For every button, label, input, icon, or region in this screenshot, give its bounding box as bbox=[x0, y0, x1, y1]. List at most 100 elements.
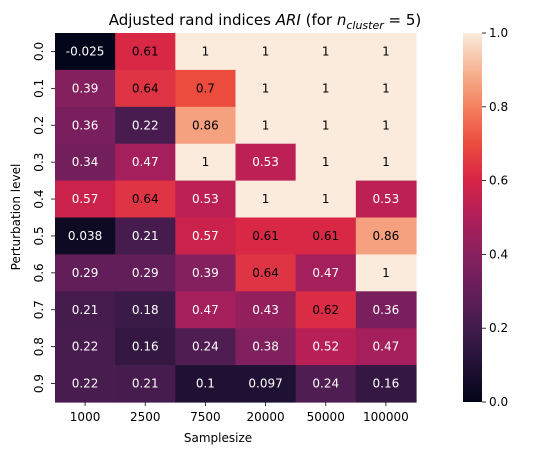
cell-value-label: 1 bbox=[382, 155, 390, 169]
y-tick-label: 0.3 bbox=[32, 153, 46, 172]
cell-value-label: 0.16 bbox=[132, 340, 159, 354]
cell-value-label: 0.53 bbox=[373, 192, 400, 206]
heatmap-cell bbox=[235, 69, 297, 108]
heatmap-cell bbox=[55, 33, 116, 71]
heatmap-cell bbox=[235, 33, 297, 71]
cell-value-label: 0.22 bbox=[132, 118, 159, 132]
cell-value-label: 0.64 bbox=[252, 266, 279, 280]
heatmap-cell bbox=[175, 33, 237, 71]
heatmap-cell bbox=[355, 217, 417, 255]
cell-value-label: 0.43 bbox=[252, 303, 279, 317]
cell-value-label: 0.53 bbox=[192, 192, 219, 206]
x-tick-label: 20000 bbox=[246, 410, 284, 424]
heatmap-cell bbox=[295, 365, 357, 403]
y-tick-label: 0.6 bbox=[32, 263, 46, 282]
cell-value-label: 1 bbox=[322, 81, 330, 95]
cell-value-label: 0.47 bbox=[192, 303, 219, 317]
y-axis-ticks: 0.0 0.1 0.2 0.3 0.4 0.5 0.6 0.7 0.8 0.9 bbox=[32, 42, 55, 393]
cell-value-label: 1 bbox=[202, 155, 210, 169]
heatmap-cell bbox=[175, 106, 237, 145]
cell-value-label: 1 bbox=[322, 192, 330, 206]
heatmap-cell bbox=[55, 180, 116, 219]
heatmap-cell bbox=[295, 217, 357, 255]
heatmap-cell bbox=[295, 254, 357, 292]
heatmap-cell bbox=[355, 365, 417, 403]
heatmap-cell bbox=[235, 217, 297, 255]
heatmap-cell bbox=[115, 217, 176, 255]
heatmap-cells bbox=[55, 33, 417, 403]
cell-value-label: 1 bbox=[202, 44, 210, 58]
cell-value-label: 1 bbox=[262, 81, 270, 95]
cell-value-label: 0.24 bbox=[312, 377, 339, 391]
heatmap-cell bbox=[295, 291, 357, 329]
heatmap-cell bbox=[355, 180, 417, 219]
cell-value-label: 0.39 bbox=[72, 81, 99, 95]
y-axis-label: Perturbation level bbox=[9, 164, 23, 271]
cell-value-label: 0.47 bbox=[132, 155, 159, 169]
x-tick-label: 1000 bbox=[70, 410, 101, 424]
heatmap-cell bbox=[235, 254, 297, 292]
cell-value-label: 0.52 bbox=[312, 340, 339, 354]
heatmap-cell bbox=[115, 328, 176, 366]
cell-value-label: 1 bbox=[262, 44, 270, 58]
cell-value-label: 0.36 bbox=[373, 303, 400, 317]
y-tick-label: 0.5 bbox=[32, 226, 46, 245]
heatmap-cell bbox=[175, 217, 237, 255]
cell-value-label: 0.64 bbox=[132, 81, 159, 95]
cell-value-label: 0.24 bbox=[192, 340, 219, 354]
cell-value-label: 0.7 bbox=[196, 81, 215, 95]
heatmap-cell bbox=[55, 69, 116, 108]
heatmap-cell bbox=[115, 69, 176, 108]
x-tick-label: 100000 bbox=[363, 410, 409, 424]
cell-value-label: 0.47 bbox=[373, 340, 400, 354]
heatmap-cell bbox=[55, 328, 116, 366]
heatmap-cell bbox=[175, 254, 237, 292]
colorbar-ticks: 0.0 0.2 0.4 0.6 0.8 1.0 bbox=[482, 26, 508, 409]
x-axis-ticks: 1000 2500 7500 20000 50000 100000 bbox=[70, 402, 409, 424]
heatmap-cell bbox=[355, 33, 417, 71]
heatmap-cell bbox=[175, 180, 237, 219]
cell-value-label: 0.57 bbox=[72, 192, 99, 206]
heatmap-cell bbox=[235, 291, 297, 329]
heatmap-cell bbox=[55, 106, 116, 145]
cell-value-label: 0.61 bbox=[252, 229, 279, 243]
heatmap-cell bbox=[115, 180, 176, 219]
cell-value-label: 0.62 bbox=[312, 303, 339, 317]
heatmap-cell bbox=[235, 180, 297, 219]
heatmap-cell bbox=[115, 365, 176, 403]
cell-value-label: 0.47 bbox=[312, 266, 339, 280]
heatmap-cell bbox=[175, 328, 237, 366]
heatmap-cell bbox=[355, 106, 417, 145]
heatmap-cell bbox=[115, 106, 176, 145]
heatmap-cell bbox=[235, 365, 297, 403]
heatmap-cell bbox=[295, 33, 357, 71]
cell-value-label: 1 bbox=[322, 44, 330, 58]
cell-value-label: 0.29 bbox=[132, 266, 159, 280]
heatmap-cell bbox=[235, 143, 297, 182]
x-tick-label: 50000 bbox=[307, 410, 345, 424]
cell-value-label: 1 bbox=[382, 118, 390, 132]
cell-value-label: 0.38 bbox=[252, 340, 279, 354]
cell-value-label: 0.36 bbox=[72, 118, 99, 132]
cell-value-label: 1 bbox=[382, 81, 390, 95]
cell-value-label: 0.1 bbox=[196, 377, 215, 391]
heatmap-cell bbox=[355, 143, 417, 182]
colorbar-tick-label: 0.0 bbox=[489, 395, 508, 409]
heatmap-cell bbox=[55, 291, 116, 329]
heatmap-cell bbox=[295, 106, 357, 145]
heatmap-cell bbox=[235, 106, 297, 145]
cell-value-label: 0.097 bbox=[248, 377, 282, 391]
heatmap-cell bbox=[355, 328, 417, 366]
y-tick-label: 0.1 bbox=[32, 79, 46, 98]
y-tick-label: 0.4 bbox=[32, 190, 46, 209]
cell-value-label: 0.22 bbox=[72, 340, 99, 354]
heatmap-cell bbox=[355, 69, 417, 108]
heatmap-cell bbox=[295, 69, 357, 108]
heatmap-cell-labels: -0.025 0.61 1 1 1 1 0.39 0.64 0.7 1 1 1 0.36 0.22 0.86… bbox=[66, 44, 400, 390]
heatmap-cell bbox=[115, 33, 176, 71]
y-tick-label: 0.0 bbox=[32, 42, 46, 61]
heatmap-cell bbox=[55, 143, 116, 182]
cell-value-label: -0.025 bbox=[66, 44, 105, 58]
cell-value-label: 0.39 bbox=[192, 266, 219, 280]
